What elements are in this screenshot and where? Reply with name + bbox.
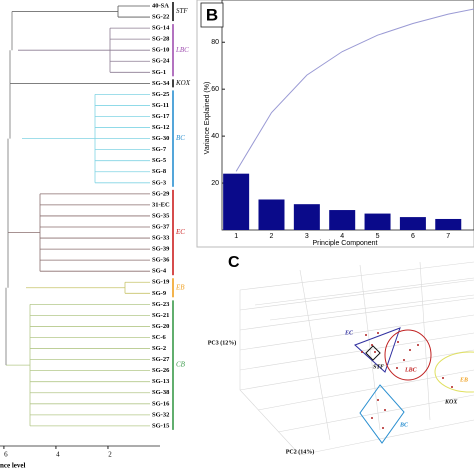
leaf-label: SG-1 [152, 69, 166, 76]
leaf-label: SC-6 [152, 334, 166, 341]
bar [399, 217, 426, 230]
leaf-label: SG-5 [152, 157, 167, 164]
cumulative-line [235, 8, 474, 172]
leaf-label: SG-24 [152, 58, 170, 65]
x-tick-label: 2 [108, 451, 112, 459]
leaf-label: SG-28 [152, 36, 170, 43]
leaf-label: 40-SA [152, 2, 169, 9]
group-label: LBC [175, 46, 189, 54]
x-tick-label: 5 [376, 233, 380, 240]
panel-label-box [200, 2, 224, 28]
x-tick-label: 6 [411, 233, 415, 240]
bars [223, 8, 474, 230]
y-tick-label: 40 [211, 133, 219, 140]
lbc-outline [384, 329, 432, 381]
group-label: LBC [404, 367, 418, 373]
x-tick-label: 1 [234, 233, 238, 240]
panel-label: B [206, 5, 218, 24]
leaf-label: SG-17 [152, 113, 170, 120]
z-axis-label: PC3 (12%) [208, 339, 237, 346]
x-axis-label: Principle Component [313, 240, 378, 247]
leaf-label: SG-27 [152, 356, 170, 363]
y-tick-label: 80 [211, 39, 219, 46]
bar [293, 204, 320, 230]
group-label: EB [175, 283, 185, 291]
x-tick-label: 6 [4, 451, 8, 459]
stf-outline [365, 345, 381, 361]
y-tick-label: 20 [211, 180, 219, 187]
eb-outline [434, 351, 474, 393]
leaf-label: SG-25 [152, 91, 170, 98]
leaf-label: 31-EC [152, 201, 170, 208]
leaf-label: SG-9 [152, 290, 167, 297]
leaf-label: SG-20 [152, 323, 169, 330]
y-axis-label: Variance Explained (%) [204, 82, 211, 155]
leaf-label: SG-29 [152, 190, 170, 197]
x-tick-label: 4 [340, 233, 344, 240]
leaf-label: SG-35 [152, 212, 170, 219]
bc-outline [359, 384, 405, 444]
group-label: EC [175, 228, 185, 236]
leaf-label: SG-16 [152, 400, 170, 407]
leaf-label: SG-19 [152, 279, 170, 286]
leaf-label: SG-13 [152, 378, 170, 385]
leaf-label: SG-8 [152, 168, 167, 175]
group-label: EC [344, 330, 354, 336]
leaf-label: SG-3 [152, 179, 167, 186]
leaf-label: SG-2 [152, 345, 166, 352]
bar [223, 173, 250, 230]
group-label: BC [176, 134, 185, 142]
group-label: KOX [175, 79, 191, 87]
points [361, 332, 453, 429]
leaf-label: SG-14 [152, 25, 170, 32]
y-axis-label: PC2 (14%) [286, 448, 315, 455]
bar [435, 218, 462, 230]
leaf-label: SG-23 [152, 301, 170, 308]
y-tick-label: 60 [211, 86, 219, 93]
leaf-label: SG-15 [152, 422, 170, 429]
leaf-label: SG-36 [152, 257, 170, 264]
x-tick-label: 7 [446, 233, 450, 240]
leaf-label: SG-11 [152, 102, 169, 109]
leaf-label: SG-22 [152, 14, 169, 21]
leaf-label: SG-30 [152, 135, 169, 142]
leaf-label: SG-10 [152, 47, 169, 54]
panel-label: C [228, 254, 240, 271]
leaf-label: SG-26 [152, 367, 170, 374]
group-label: STF [176, 7, 188, 15]
leaf-label: SG-37 [152, 223, 170, 230]
x-tick-label: 4 [56, 451, 60, 459]
bar [364, 213, 391, 230]
group-label: STF [373, 364, 384, 370]
leaf-label: SG-39 [152, 246, 170, 253]
leaf-label: SG-7 [152, 146, 167, 153]
leaf-label: SG-33 [152, 235, 170, 242]
leaf-label: SG-12 [152, 124, 169, 131]
grid-3d [239, 261, 474, 456]
group-label: CB [176, 361, 186, 369]
plot-frame [221, 0, 474, 231]
x-tick-label: 2 [270, 233, 274, 240]
x-axis-label: nce level [0, 462, 26, 470]
leaf-label: SG-21 [152, 312, 169, 319]
group-label: EB [459, 377, 468, 383]
leaf-label: SG-4 [152, 268, 167, 275]
ec-outline [354, 327, 401, 373]
leaf-label: SG-32 [152, 411, 169, 418]
bar [329, 210, 356, 230]
group-label: KOX [444, 399, 458, 405]
bar [258, 199, 285, 230]
group-label: BC [399, 422, 409, 428]
x-tick-label: 3 [305, 233, 309, 240]
leaf-label: SG-34 [152, 80, 170, 87]
leaf-label: SG-38 [152, 389, 170, 396]
